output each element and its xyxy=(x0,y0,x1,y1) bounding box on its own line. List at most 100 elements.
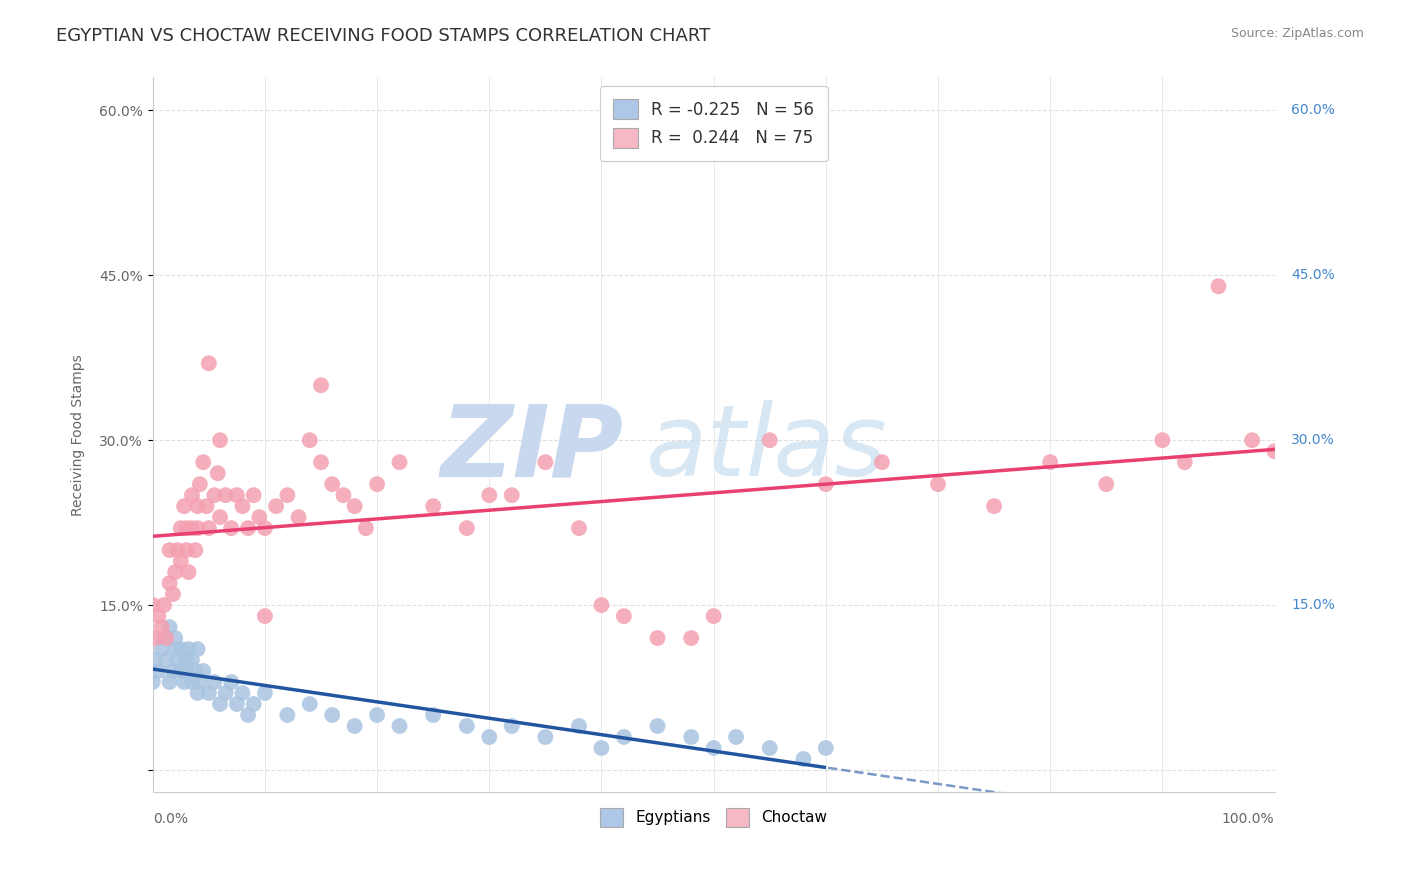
Point xyxy=(242,697,264,711)
Point xyxy=(150,620,173,634)
Point xyxy=(534,455,557,469)
Text: Source: ZipAtlas.com: Source: ZipAtlas.com xyxy=(1230,27,1364,40)
Point xyxy=(613,730,636,744)
Point xyxy=(309,378,332,392)
Point xyxy=(613,609,636,624)
Point xyxy=(343,499,366,513)
Point xyxy=(198,686,221,700)
Point xyxy=(501,488,523,502)
Point xyxy=(166,653,188,667)
Point xyxy=(703,741,725,756)
Point xyxy=(478,488,501,502)
Point xyxy=(176,664,198,678)
Point xyxy=(165,565,187,579)
Point xyxy=(170,642,193,657)
Point xyxy=(332,488,354,502)
Legend: Egyptians, Choctaw: Egyptians, Choctaw xyxy=(592,800,835,834)
Point xyxy=(388,719,411,733)
Point xyxy=(298,433,321,447)
Point xyxy=(176,653,198,667)
Y-axis label: Receiving Food Stamps: Receiving Food Stamps xyxy=(72,354,86,516)
Point xyxy=(181,675,204,690)
Point xyxy=(204,675,226,690)
Point xyxy=(927,477,949,491)
Point xyxy=(184,664,207,678)
Point xyxy=(159,675,181,690)
Point xyxy=(647,631,669,645)
Point xyxy=(276,708,298,723)
Point xyxy=(214,488,236,502)
Point xyxy=(231,499,253,513)
Text: atlas: atlas xyxy=(647,401,889,498)
Point xyxy=(150,642,173,657)
Point xyxy=(219,675,242,690)
Point xyxy=(176,521,198,535)
Text: ZIP: ZIP xyxy=(441,401,624,498)
Point xyxy=(321,708,343,723)
Point xyxy=(184,543,207,558)
Point xyxy=(870,455,893,469)
Point xyxy=(142,598,165,612)
Point xyxy=(153,598,176,612)
Point xyxy=(181,653,204,667)
Point xyxy=(159,576,181,591)
Point xyxy=(298,697,321,711)
Point xyxy=(181,521,204,535)
Point xyxy=(195,499,218,513)
Point xyxy=(170,554,193,568)
Point xyxy=(1152,433,1174,447)
Point xyxy=(187,521,209,535)
Point xyxy=(173,675,195,690)
Point xyxy=(219,521,242,535)
Point xyxy=(176,543,198,558)
Point xyxy=(204,488,226,502)
Point xyxy=(159,543,181,558)
Point xyxy=(366,477,388,491)
Point xyxy=(198,356,221,370)
Point xyxy=(1174,455,1197,469)
Text: 15.0%: 15.0% xyxy=(1291,598,1336,612)
Point xyxy=(187,642,209,657)
Point xyxy=(173,499,195,513)
Point xyxy=(159,620,181,634)
Point xyxy=(681,631,703,645)
Point xyxy=(501,719,523,733)
Point xyxy=(148,664,170,678)
Point xyxy=(208,510,231,524)
Text: EGYPTIAN VS CHOCTAW RECEIVING FOOD STAMPS CORRELATION CHART: EGYPTIAN VS CHOCTAW RECEIVING FOOD STAMP… xyxy=(56,27,710,45)
Point xyxy=(225,697,247,711)
Point xyxy=(591,741,613,756)
Point xyxy=(647,719,669,733)
Point xyxy=(703,609,725,624)
Point xyxy=(143,631,166,645)
Point xyxy=(236,708,259,723)
Point xyxy=(758,741,780,756)
Point xyxy=(207,466,229,480)
Point xyxy=(253,521,276,535)
Point xyxy=(814,477,837,491)
Point xyxy=(456,719,478,733)
Point xyxy=(170,664,193,678)
Point xyxy=(681,730,703,744)
Point xyxy=(170,521,193,535)
Point xyxy=(1264,444,1286,458)
Point xyxy=(792,752,814,766)
Text: 100.0%: 100.0% xyxy=(1222,812,1275,826)
Point xyxy=(242,488,264,502)
Point xyxy=(276,488,298,502)
Point xyxy=(165,631,187,645)
Point xyxy=(143,653,166,667)
Point xyxy=(181,488,204,502)
Point xyxy=(422,499,444,513)
Point xyxy=(568,719,591,733)
Point xyxy=(247,510,270,524)
Point xyxy=(231,686,253,700)
Point xyxy=(422,708,444,723)
Point xyxy=(208,697,231,711)
Point xyxy=(388,455,411,469)
Point xyxy=(177,565,200,579)
Point xyxy=(1039,455,1062,469)
Point xyxy=(193,455,215,469)
Point xyxy=(814,741,837,756)
Point xyxy=(321,477,343,491)
